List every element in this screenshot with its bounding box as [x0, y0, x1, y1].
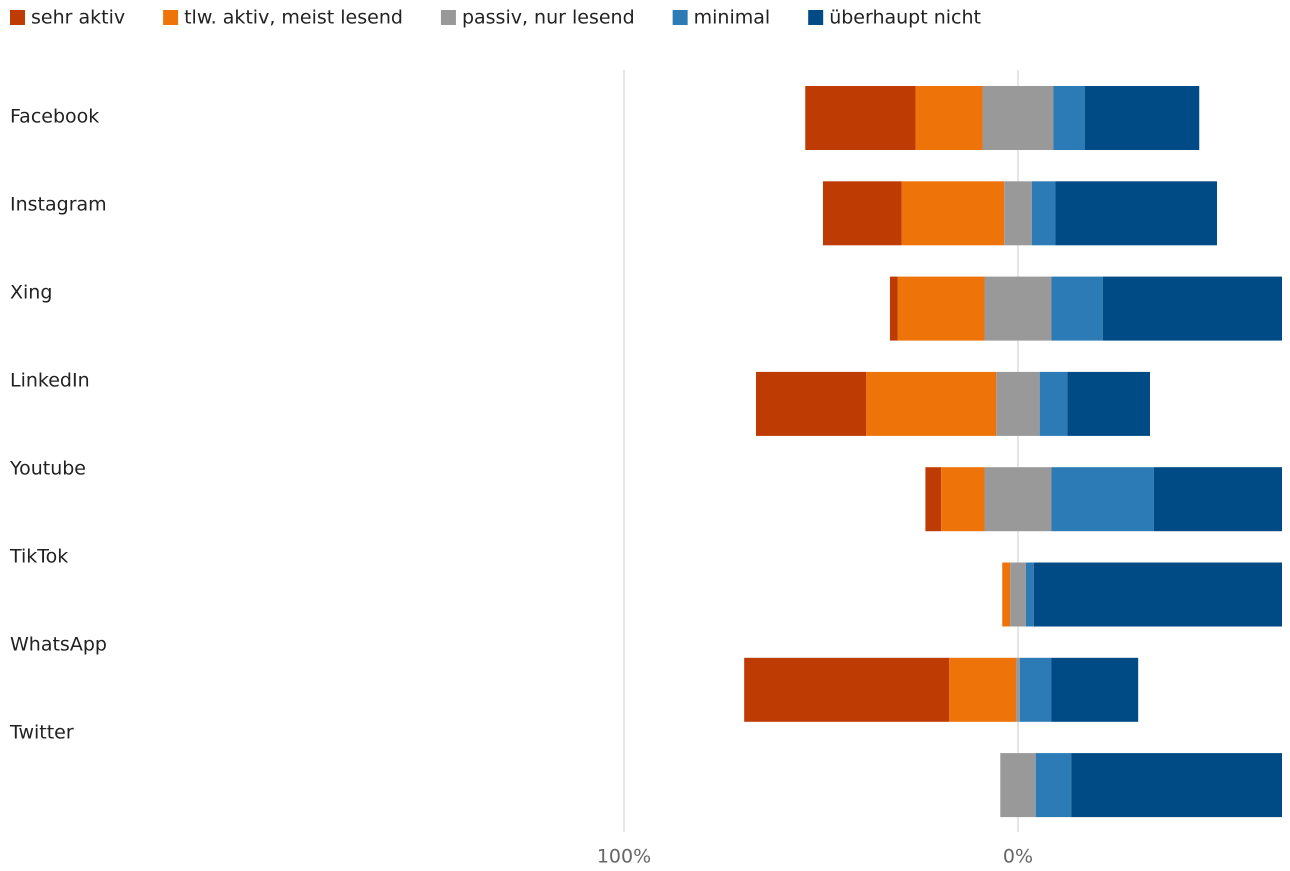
legend-swatch	[440, 10, 456, 25]
bar-segment	[1035, 753, 1072, 818]
bar-segment	[1025, 562, 1034, 627]
bar-segment	[1002, 562, 1011, 627]
bar-segment	[1016, 657, 1020, 722]
legend-swatch	[808, 10, 824, 25]
bar-segment	[1153, 467, 1282, 532]
bar-segment	[1000, 753, 1036, 818]
bar-segment	[1019, 657, 1052, 722]
x-tick-label: 0%	[1003, 846, 1033, 868]
bar-segment	[1031, 181, 1056, 246]
bar-segment	[982, 86, 1054, 150]
category-label: LinkedIn	[10, 370, 90, 392]
category-label: TikTok	[9, 546, 68, 568]
bar-segment	[1071, 753, 1282, 818]
category-label: Youtube	[9, 458, 86, 480]
legend-label: tlw. aktiv, meist lesend	[184, 7, 403, 29]
bar-segment	[805, 86, 916, 150]
bar-segment	[1067, 371, 1151, 436]
bar-segment	[984, 467, 1052, 532]
bar-segment	[941, 467, 985, 532]
bar-segment	[1051, 467, 1154, 532]
bar-segment	[925, 467, 942, 532]
category-label: Twitter	[9, 722, 74, 744]
category-label: Instagram	[10, 194, 107, 216]
legend-label: überhaupt nicht	[829, 7, 981, 29]
legend-label: minimal	[694, 7, 771, 29]
bar-segment	[915, 86, 983, 150]
bar-segment	[984, 276, 1052, 341]
bar-segment	[1053, 86, 1085, 150]
bar-segment	[822, 181, 902, 246]
category-label: WhatsApp	[10, 634, 107, 656]
bar-segment	[996, 371, 1040, 436]
bar-segment	[1004, 181, 1032, 246]
bar-segment	[866, 371, 997, 436]
legend-label: sehr aktiv	[31, 7, 125, 29]
legend-swatch	[10, 10, 25, 25]
legend-swatch	[672, 10, 688, 25]
bar-segment	[1051, 657, 1139, 722]
bar-segment	[901, 181, 1005, 246]
labels: sehr aktiv tlw. aktiv, meist lesend passiv…	[9, 7, 1033, 868]
bar-segment	[1033, 562, 1282, 627]
bar-segment	[1051, 276, 1103, 341]
bar-segment	[897, 276, 985, 341]
bar-segment	[1055, 181, 1217, 246]
bar-segment	[744, 657, 950, 722]
bar-segment	[755, 371, 867, 436]
bars	[744, 86, 1282, 818]
bar-segment	[889, 276, 898, 341]
bar-segment	[949, 657, 1017, 722]
category-label: Xing	[10, 282, 52, 304]
legend-label: passiv, nur lesend	[462, 7, 635, 29]
bar-segment	[1010, 562, 1026, 627]
bar-segment	[1039, 371, 1068, 436]
legend-swatch	[163, 10, 179, 25]
category-label: Facebook	[10, 106, 99, 128]
x-tick-label: 100%	[597, 846, 651, 868]
bar-segment	[1102, 276, 1282, 341]
bar-segment	[1084, 86, 1200, 150]
